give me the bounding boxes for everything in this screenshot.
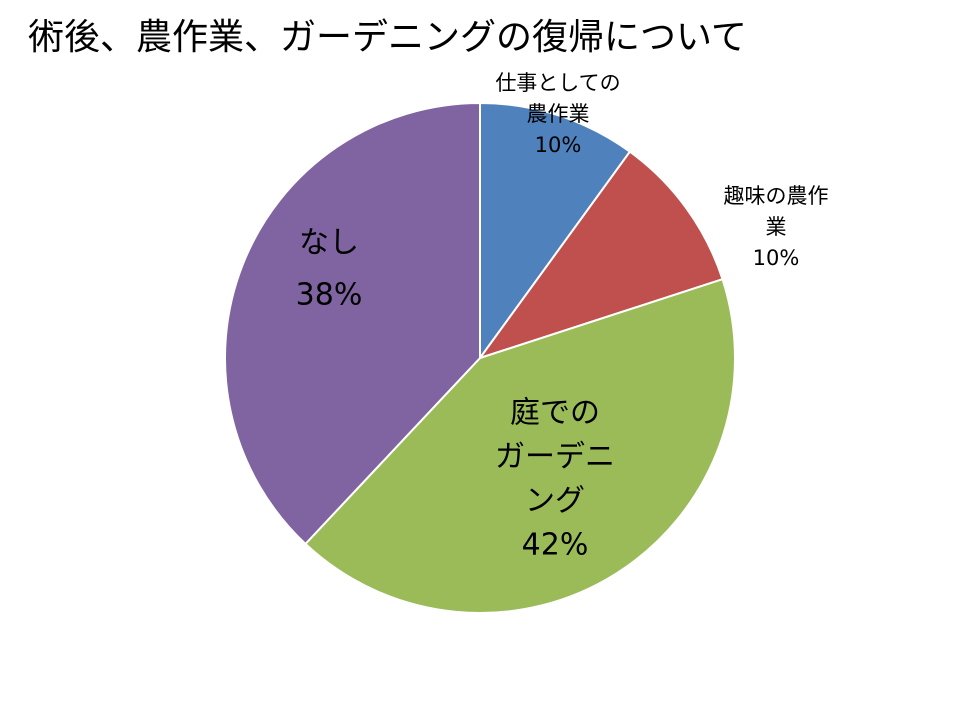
pie-slice-2 [477,150,724,360]
slice-category-label-4: なし [299,226,359,261]
pie-slice-4 [224,101,481,546]
slice-value-label-4: 38% [296,278,363,313]
slice-value-label-2: 10% [753,246,800,270]
slice-category-label-1: 農作業 [527,102,590,126]
slice-category-label-3: ガーデニ [495,440,615,475]
pie-slices [224,101,737,614]
slice-category-label-3: ング [525,484,585,519]
slice-value-label-1: 10% [535,133,582,157]
chart-title: 術後、農作業、ガーデニングの復帰について [28,17,747,58]
slice-category-label-3: 庭での [510,396,600,431]
slice-category-label-1: 仕事としての [495,71,620,95]
slice-category-label-2: 業 [766,215,787,239]
slice-value-label-3: 42% [522,528,589,563]
pie-slice-1 [479,101,632,362]
pie-slice-3 [304,277,737,614]
slice-category-label-2: 趣味の農作 [724,184,829,208]
